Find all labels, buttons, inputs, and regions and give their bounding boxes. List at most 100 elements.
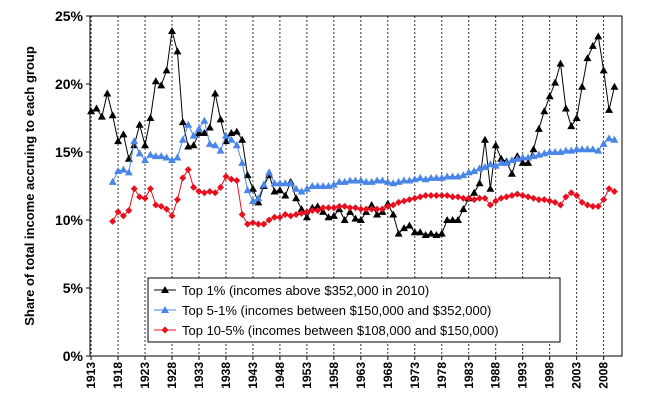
marker — [119, 212, 127, 220]
marker — [497, 154, 506, 162]
marker — [524, 193, 532, 201]
marker — [443, 192, 451, 200]
marker — [178, 135, 187, 143]
marker — [443, 172, 452, 180]
x-tick-label: 1923 — [138, 362, 152, 389]
marker — [211, 141, 220, 149]
marker — [243, 171, 252, 179]
marker — [211, 89, 220, 97]
marker — [275, 186, 284, 194]
marker — [200, 128, 209, 136]
marker — [605, 185, 613, 193]
marker — [508, 192, 516, 200]
marker — [329, 211, 338, 219]
marker — [329, 180, 338, 188]
marker — [319, 207, 328, 215]
marker — [480, 162, 489, 170]
marker — [151, 77, 160, 85]
marker — [227, 175, 235, 183]
marker — [383, 177, 392, 185]
marker — [518, 153, 527, 161]
marker — [302, 213, 311, 221]
marker — [125, 206, 133, 214]
marker — [470, 196, 478, 204]
marker — [184, 166, 192, 174]
marker — [130, 185, 138, 193]
marker — [141, 194, 149, 202]
marker — [427, 192, 435, 200]
marker — [265, 168, 274, 176]
marker — [314, 206, 322, 214]
marker — [162, 153, 171, 161]
y-tick-label: 0% — [63, 348, 84, 364]
marker — [313, 182, 322, 189]
marker — [405, 221, 414, 229]
marker — [378, 176, 387, 184]
marker — [530, 194, 538, 202]
marker — [205, 123, 214, 131]
marker — [168, 156, 177, 164]
marker — [562, 193, 570, 201]
marker — [400, 197, 408, 205]
marker — [114, 208, 122, 216]
marker — [135, 120, 144, 128]
marker — [200, 189, 208, 197]
marker — [438, 192, 446, 200]
marker — [395, 198, 403, 206]
marker — [157, 152, 166, 160]
marker — [426, 173, 435, 181]
x-tick-label: 1998 — [543, 362, 557, 389]
marker — [475, 179, 484, 187]
marker — [357, 205, 365, 213]
marker — [238, 135, 247, 143]
marker — [130, 137, 139, 145]
marker — [286, 179, 295, 187]
marker — [161, 306, 169, 313]
marker — [298, 209, 306, 217]
marker — [221, 131, 230, 139]
x-tick-label: 1983 — [462, 362, 476, 389]
marker — [330, 204, 338, 212]
legend-label: Top 10-5% (incomes between $108,000 and … — [182, 323, 499, 338]
legend-box — [147, 277, 561, 343]
marker — [265, 216, 273, 224]
marker — [551, 198, 559, 206]
marker — [92, 104, 101, 112]
marker — [194, 124, 203, 132]
marker — [195, 187, 203, 195]
marker — [588, 41, 597, 49]
marker — [346, 176, 355, 184]
x-tick-label: 1963 — [354, 362, 368, 389]
marker — [141, 141, 150, 149]
marker — [146, 185, 154, 193]
marker — [410, 228, 419, 236]
marker — [400, 176, 409, 184]
x-tick-label: 1948 — [273, 362, 287, 389]
marker — [502, 158, 511, 166]
marker — [227, 135, 236, 143]
marker — [346, 207, 355, 215]
marker — [335, 177, 344, 185]
marker — [260, 220, 268, 228]
marker — [281, 179, 290, 187]
marker — [190, 183, 198, 191]
marker — [109, 217, 117, 225]
marker — [162, 66, 171, 74]
marker — [426, 229, 435, 237]
marker — [249, 219, 257, 227]
marker — [351, 214, 360, 222]
marker — [319, 204, 327, 212]
marker — [578, 145, 587, 153]
marker — [287, 212, 295, 220]
marker — [217, 183, 225, 191]
marker — [459, 194, 467, 202]
marker — [422, 192, 430, 200]
marker — [535, 196, 543, 204]
marker — [271, 213, 279, 221]
marker — [173, 153, 182, 161]
marker — [545, 92, 554, 100]
marker — [551, 78, 560, 86]
marker — [351, 204, 359, 212]
y-tick-label: 5% — [63, 280, 84, 296]
x-tick-label: 1953 — [300, 362, 314, 389]
